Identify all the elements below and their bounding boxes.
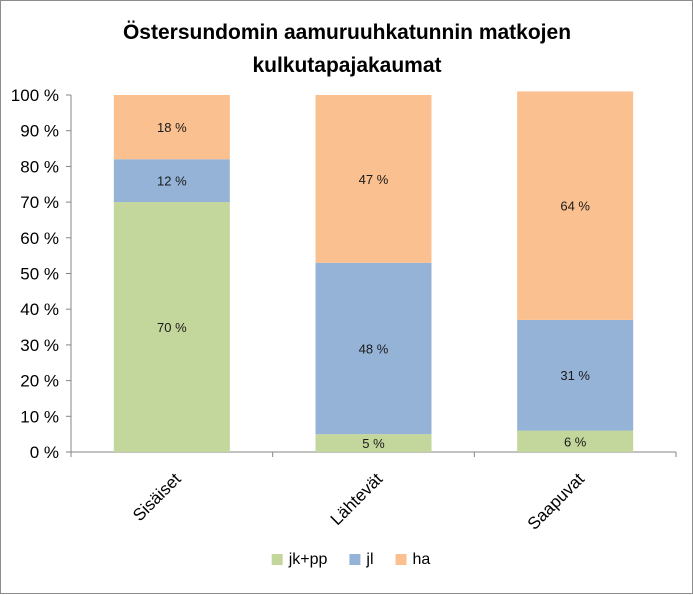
bar-segment-jk-pp	[113, 202, 230, 452]
legend: jk+pp jl ha	[271, 551, 431, 568]
bar-segment-ha	[517, 91, 634, 320]
y-tick-label: 60 %	[20, 229, 59, 248]
bar-segment-jk-pp	[517, 430, 634, 452]
y-tick-label: 10 %	[20, 407, 59, 426]
data-label: 47 %	[359, 172, 389, 187]
legend-swatch-jl	[349, 554, 361, 565]
category-label: Saapuvat	[524, 469, 588, 533]
legend-label: jk+pp	[288, 551, 328, 568]
y-tick-label: 100 %	[11, 86, 59, 105]
bar-segment-jl	[113, 159, 230, 203]
y-tick-label: 0 %	[30, 443, 59, 462]
legend-swatch-ha	[395, 554, 407, 565]
data-label: 48 %	[359, 341, 389, 356]
data-label: 12 %	[157, 174, 187, 189]
legend-swatch-jk-pp	[271, 554, 283, 565]
bar-segment-jl	[517, 319, 634, 431]
y-tick-label: 80 %	[20, 157, 59, 176]
bar-segment-ha	[113, 95, 230, 160]
bar-segment-ha	[315, 95, 432, 263]
data-label: 31 %	[560, 368, 590, 383]
category-label: Lähtevät	[327, 469, 387, 529]
data-label: 70 %	[157, 320, 187, 335]
y-tick-label: 50 %	[20, 265, 59, 284]
bar-segment-jk-pp	[315, 434, 432, 452]
y-tick-label: 20 %	[20, 372, 59, 391]
data-label: 6 %	[564, 434, 587, 449]
y-tick-label: 30 %	[20, 336, 59, 355]
y-tick-label: 90 %	[20, 122, 59, 141]
y-tick-label: 70 %	[20, 193, 59, 212]
chart-title-line-2: kulkutapajakaumat	[252, 54, 441, 77]
category-label: Sisäiset	[129, 469, 185, 525]
data-label: 64 %	[560, 199, 590, 214]
chart-title-line-1: Östersundomin aamuruuhkatunnin matkojen	[123, 21, 571, 44]
y-tick-label: 40 %	[20, 300, 59, 319]
data-label: 5 %	[362, 436, 385, 451]
data-label: 18 %	[157, 120, 187, 135]
plot-area: 0 % 10 % 20 % 30 % 40 % 50 % 60 % 70 % 80 % 90 % 1…	[11, 86, 677, 534]
bar-segment-jl	[315, 262, 432, 435]
legend-label: jl	[365, 551, 373, 568]
legend-label: ha	[413, 551, 431, 568]
